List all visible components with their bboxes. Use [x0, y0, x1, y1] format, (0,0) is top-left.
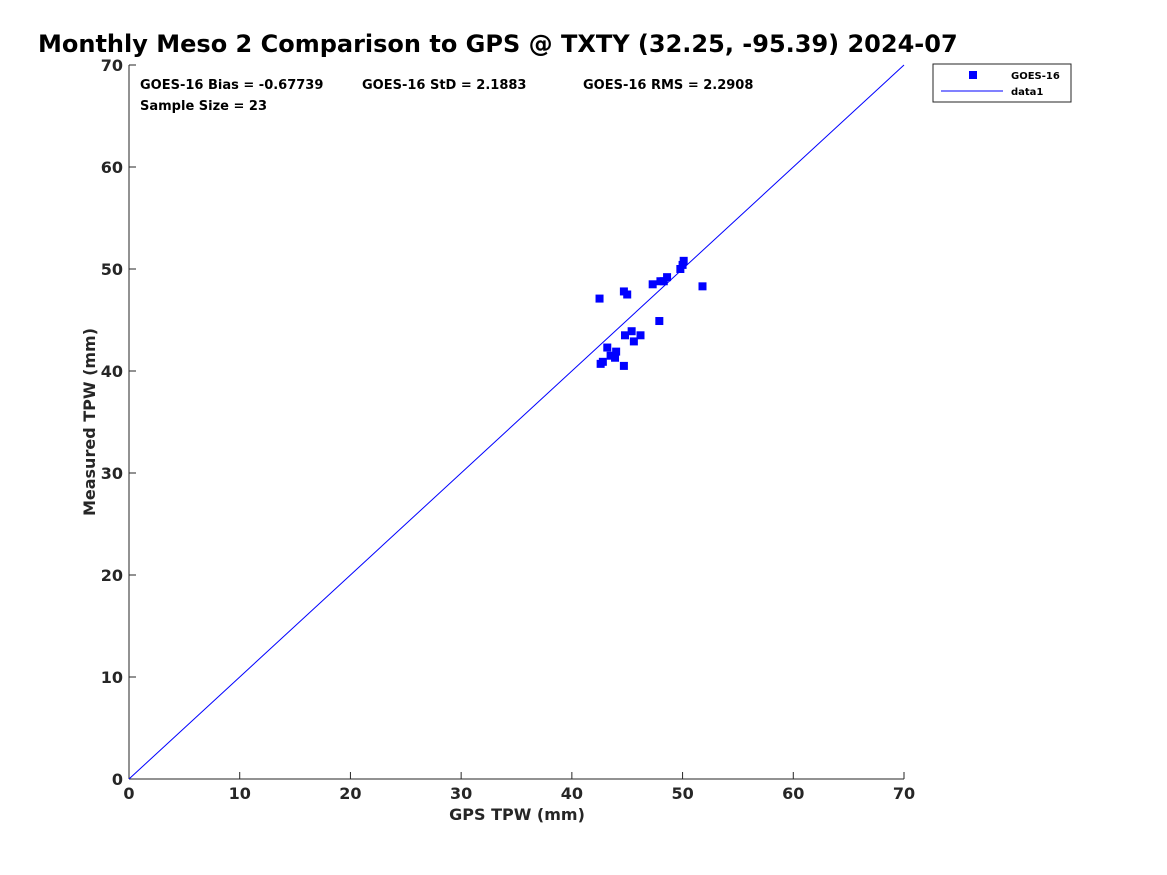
- data-point: [648, 280, 657, 289]
- x-tick-label: 50: [671, 784, 693, 803]
- x-axis-ticks: 0 10 20 30 40 50 60 70: [123, 772, 915, 803]
- data-point: [623, 290, 632, 299]
- chart-title: Monthly Meso 2 Comparison to GPS @ TXTY …: [38, 30, 958, 58]
- data-point: [612, 347, 621, 356]
- data-point: [606, 351, 615, 360]
- legend: GOES-16 data1: [932, 63, 1072, 103]
- sample-size-stat: Sample Size = 23: [140, 99, 267, 114]
- bias-stat: GOES-16 Bias = -0.67739: [140, 78, 323, 93]
- x-tick-label: 10: [229, 784, 251, 803]
- legend-label-data1: data1: [1011, 87, 1043, 98]
- y-tick-label: 70: [101, 56, 123, 75]
- data-point: [595, 294, 604, 303]
- rms-stat: GOES-16 RMS = 2.2908: [583, 78, 753, 93]
- y-axis-label: Measured TPW (mm): [80, 328, 99, 516]
- std-stat: GOES-16 StD = 2.1883: [362, 78, 526, 93]
- y-tick-label: 20: [101, 566, 123, 585]
- x-tick-label: 60: [782, 784, 804, 803]
- goes16-points-series: [595, 256, 707, 370]
- y-tick-label: 10: [101, 668, 123, 687]
- data-point: [659, 277, 668, 286]
- reference-line-series: [128, 64, 905, 780]
- data-point: [655, 317, 664, 326]
- y-tick-label: 0: [112, 770, 123, 789]
- data-point: [611, 353, 620, 362]
- y-tick-label: 50: [101, 260, 123, 279]
- plot-area: 0 10 20 30 40 50 60 70 0 10 20 30 40 50 60 70: [101, 56, 915, 803]
- y-tick-label: 30: [101, 464, 123, 483]
- legend-label-goes16: GOES-16: [1011, 71, 1060, 82]
- data-point: [679, 256, 688, 265]
- x-tick-label: 30: [450, 784, 472, 803]
- legend-box: [932, 63, 1072, 103]
- x-tick-label: 20: [339, 784, 361, 803]
- data-point: [676, 265, 685, 273]
- data-point: [621, 331, 629, 340]
- y-tick-label: 40: [101, 362, 123, 381]
- legend-marker-goes16: [969, 71, 977, 79]
- data1-line: [128, 64, 905, 780]
- y-tick-label: 60: [101, 158, 123, 177]
- data-point: [663, 273, 672, 282]
- data-point: [619, 361, 628, 370]
- y-axis-ticks: 0 10 20 30 40 50 60 70: [101, 56, 136, 789]
- data-point: [678, 260, 687, 269]
- data-point: [698, 282, 707, 291]
- x-axis-label: GPS TPW (mm): [449, 805, 585, 824]
- x-tick-label: 70: [893, 784, 915, 803]
- data-point: [596, 359, 605, 368]
- data-point: [627, 327, 636, 336]
- data-point: [603, 343, 612, 352]
- data-point: [629, 337, 638, 346]
- data-point: [636, 331, 645, 340]
- x-tick-label: 40: [561, 784, 583, 803]
- x-tick-label: 0: [123, 784, 134, 803]
